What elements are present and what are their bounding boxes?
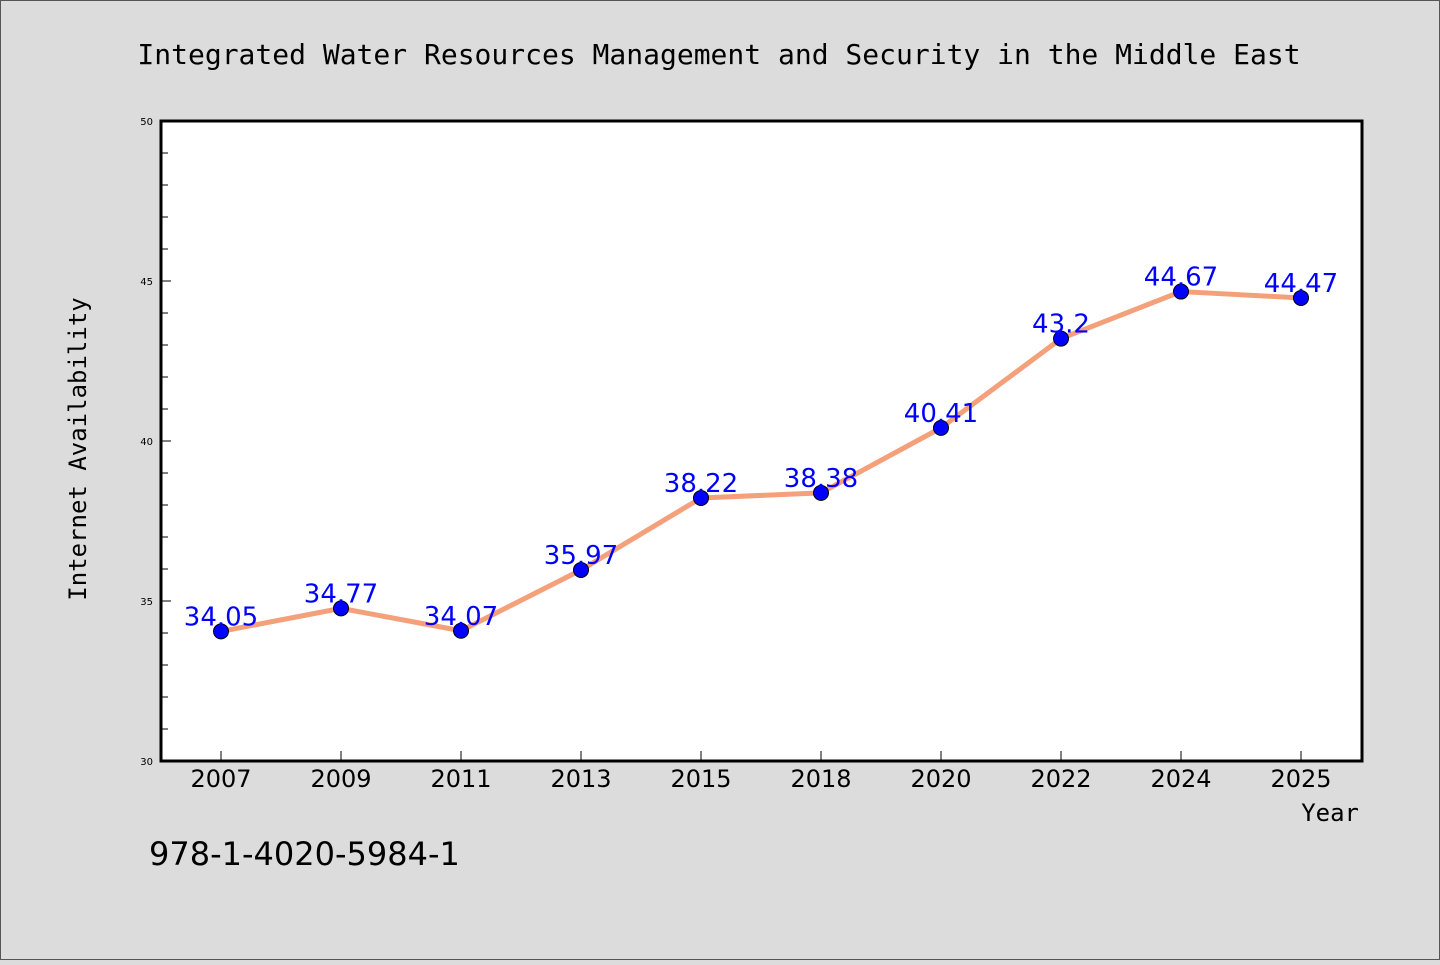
- series-markers: [213, 283, 1309, 640]
- y-axis-ticks: 30 35 40 45 50: [140, 117, 171, 768]
- data-point-marker: [573, 561, 589, 578]
- chart-title: Integrated Water Resources Management an…: [137, 38, 1300, 71]
- data-point-label: 35.97: [544, 541, 618, 571]
- footer-isbn: 978-1-4020-5984-1: [149, 835, 460, 873]
- y-axis-title: Internet Availability: [64, 297, 92, 600]
- data-point-label: 38.38: [784, 464, 858, 494]
- y-tick-label: 40: [140, 437, 153, 448]
- data-point-marker: [333, 600, 349, 617]
- plot-area: [159, 119, 1364, 763]
- data-point-marker: [1173, 283, 1189, 300]
- y-tick-label: 30: [140, 757, 153, 768]
- data-point-label: 44.67: [1144, 263, 1218, 293]
- x-tick-label: 2009: [310, 765, 371, 793]
- y-tick-label: 45: [140, 277, 153, 288]
- x-tick-label: 2022: [1030, 765, 1091, 793]
- data-point-marker: [1053, 330, 1069, 347]
- data-point-label: 34.77: [304, 579, 378, 609]
- data-point-label: 34.07: [424, 602, 498, 632]
- x-tick-label: 2015: [670, 765, 731, 793]
- data-point-label: 43.2: [1032, 310, 1090, 340]
- data-point-label: 40.41: [904, 399, 978, 429]
- data-point-marker: [933, 419, 949, 436]
- y-tick-label: 50: [140, 117, 153, 128]
- x-tick-label: 2025: [1270, 765, 1331, 793]
- data-point-label: 38.22: [664, 469, 738, 499]
- x-axis-title: Year: [1301, 799, 1359, 827]
- x-tick-label: 2013: [550, 765, 611, 793]
- x-tick-label: 2024: [1150, 765, 1211, 793]
- x-tick-label: 2018: [790, 765, 851, 793]
- x-tick-label: 2011: [430, 765, 491, 793]
- x-axis-ticks: 2007 2009 2011 2013 2015 2018 2020 2022 2024 2025: [190, 751, 1332, 793]
- data-point-label: 34.05: [184, 602, 258, 632]
- data-point-marker: [453, 622, 469, 639]
- data-point-marker: [213, 623, 229, 640]
- data-point-marker: [693, 489, 709, 506]
- x-tick-label: 2020: [910, 765, 971, 793]
- series-line: [218, 289, 1304, 634]
- x-tick-label: 2007: [190, 765, 251, 793]
- data-point-marker: [1293, 289, 1309, 306]
- y-tick-label: 35: [140, 597, 153, 608]
- data-point-marker: [813, 484, 829, 501]
- data-point-label: 44.47: [1264, 269, 1338, 299]
- data-labels: 34.05 34.77 34.07 35.97 38.22 38.38 40.41 43.2 4…: [184, 263, 1338, 633]
